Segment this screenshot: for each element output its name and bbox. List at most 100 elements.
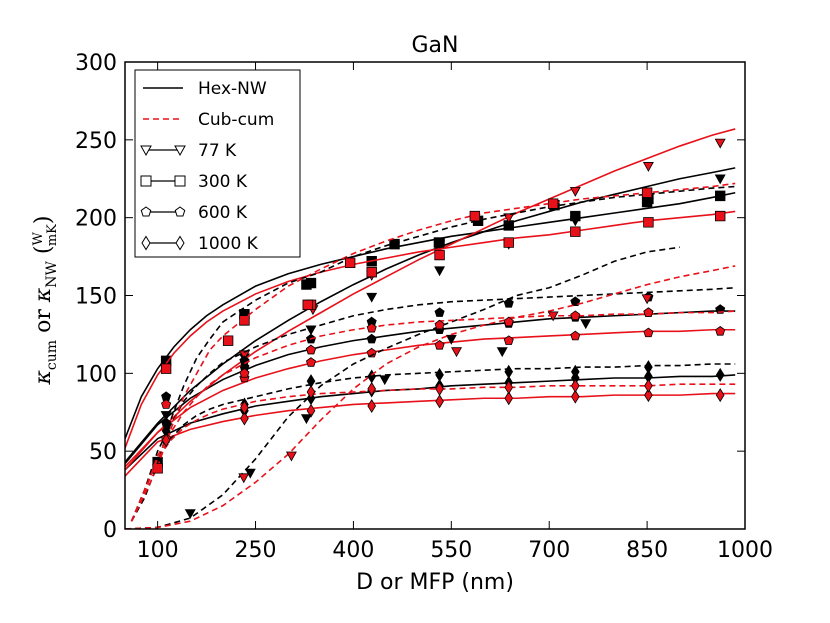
data-point-12-0 (238, 473, 250, 484)
x-tick-label-6: 1000 (717, 538, 773, 563)
legend-marker-5-1 (175, 235, 185, 251)
series-line-10 (130, 286, 736, 522)
data-point-12-1 (285, 451, 297, 462)
data-point-8-6 (580, 319, 592, 330)
data-point-6-5 (503, 335, 514, 345)
data-point-14-7 (643, 307, 654, 317)
series-line-13 (130, 182, 736, 522)
y-tick-label-1: 50 (89, 440, 117, 465)
legend-label-0: Hex-NW (198, 79, 267, 99)
data-point-14-1 (239, 368, 250, 378)
x-tick-label-3: 550 (430, 538, 472, 563)
data-point-10-4 (434, 307, 445, 317)
data-point-13-3 (344, 257, 356, 269)
y-label-frac-num: W (31, 232, 46, 246)
y-tick-label-0: 0 (103, 518, 117, 543)
data-point-15-4 (435, 381, 444, 396)
data-point-7-8 (715, 388, 725, 403)
data-point-13-5 (547, 198, 559, 209)
data-point-7-3 (367, 399, 377, 414)
series-10 (130, 286, 736, 522)
series-line-8 (125, 246, 680, 529)
legend-marker-5-0 (141, 235, 151, 251)
series-7 (125, 388, 736, 477)
data-point-6-7 (643, 327, 654, 338)
data-point-6-6 (570, 330, 581, 341)
data-point-6-4 (434, 340, 445, 350)
legend-label-3: 300 K (198, 172, 248, 192)
data-point-4-5 (569, 186, 581, 197)
x-tick-label-2: 400 (332, 538, 374, 563)
data-point-15-5 (504, 380, 514, 395)
data-point-6-0 (161, 399, 172, 409)
series-13 (130, 182, 736, 522)
series-line-9 (130, 185, 736, 522)
series-line-3 (125, 374, 736, 471)
data-point-1-6 (570, 210, 581, 222)
legend-label-2: 77 K (198, 141, 237, 161)
legend-marker-3-0 (140, 175, 152, 187)
plot-area (124, 61, 746, 530)
legend-label-5: 1000 K (198, 234, 259, 254)
data-point-13-6 (641, 187, 653, 198)
data-point-15-6 (571, 378, 580, 393)
data-point-15-3 (367, 381, 377, 396)
series-12 (125, 265, 736, 529)
y-label-sub-cum: cum (44, 340, 60, 370)
series-15 (130, 378, 736, 522)
data-point-1-5 (503, 220, 514, 231)
x-tick-label-1: 250 (235, 538, 277, 563)
data-point-15-0 (161, 433, 171, 448)
data-point-14-3 (366, 322, 377, 333)
y-label-or: or (31, 309, 56, 333)
data-point-8-0 (184, 509, 196, 520)
series-line-7 (125, 392, 736, 477)
data-point-15-7 (644, 378, 653, 393)
data-point-15-2 (306, 385, 316, 400)
y-tick-label-5: 250 (75, 129, 117, 154)
legend-item-1: Cub-cum (143, 110, 274, 130)
data-point-4-7 (714, 138, 726, 149)
data-point-7-1 (240, 411, 249, 426)
legend-marker-4-1 (174, 206, 186, 217)
y-label-frac-den: mK (45, 224, 60, 246)
data-point-9-1 (301, 279, 312, 290)
data-point-8-5 (496, 347, 508, 358)
legend-item-3: 300 K (140, 172, 248, 192)
data-point-2-3 (366, 333, 377, 344)
legend-marker-2-1 (174, 145, 186, 157)
legend-marker-3-1 (174, 175, 186, 187)
data-point-14-5 (503, 316, 514, 327)
data-point-0-2 (305, 325, 317, 336)
y-tick-label-6: 300 (75, 51, 117, 76)
legend-item-4: 600 K (140, 203, 248, 223)
data-point-11-7 (644, 360, 653, 375)
ticks-layer: 100 250 400 550 700 850 1000 0 50 100 150 200 250 300 (75, 51, 773, 563)
data-point-5-7 (643, 217, 654, 228)
series-line-5 (125, 210, 736, 449)
data-point-13-2 (302, 299, 313, 311)
data-point-7-2 (306, 403, 316, 418)
y-label-sub-nw: NW (44, 260, 60, 287)
data-point-14-4 (434, 319, 445, 330)
y-tick-label-2: 100 (75, 362, 117, 387)
data-point-14-6 (570, 310, 581, 321)
data-point-4-6 (642, 162, 654, 172)
data-point-5-5 (503, 237, 514, 248)
data-point-8-3 (379, 375, 391, 386)
series-layer (125, 128, 736, 529)
data-point-6-8 (715, 326, 726, 336)
data-point-6-2 (305, 357, 317, 367)
y-tick-label-3: 150 (75, 285, 117, 310)
data-point-5-3 (366, 266, 377, 278)
series-line-14 (130, 310, 736, 522)
data-point-4-4 (503, 213, 515, 224)
data-point-8-2 (300, 414, 312, 425)
data-point-7-5 (504, 391, 514, 406)
legend-label-4: 600 K (198, 203, 248, 223)
svg-text:κcum or κNW (WmK): κcum or κNW (WmK) (31, 215, 60, 385)
legend: Hex-NW Cub-cum 77 K 300 K 600 K 1000 K (134, 69, 301, 258)
y-axis-label: κcum or κNW (WmK) (31, 215, 60, 385)
data-point-7-7 (644, 388, 653, 403)
